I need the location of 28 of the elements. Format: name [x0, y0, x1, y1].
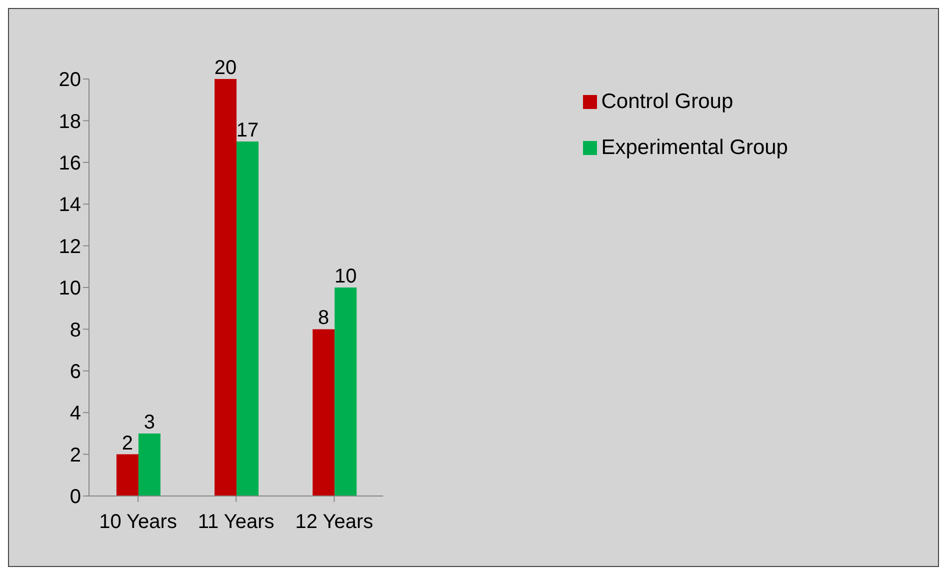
- y-tick-label: 14: [58, 194, 81, 216]
- y-tick-label: 0: [70, 486, 81, 508]
- legend-label: Control Group: [601, 90, 734, 113]
- bar: [138, 433, 160, 496]
- bar: [312, 329, 335, 496]
- data-label: 20: [214, 57, 237, 79]
- y-tick-label: 4: [70, 402, 81, 425]
- data-label: 3: [144, 411, 156, 434]
- y-tick-label: 18: [58, 110, 81, 133]
- data-label: 10: [334, 266, 357, 288]
- data-label: 17: [236, 120, 259, 142]
- y-tick-label: 6: [70, 361, 81, 383]
- y-tick-label: 2: [70, 444, 81, 466]
- x-tick-label: 12 Years: [295, 511, 374, 534]
- x-tick-label: 10 Years: [99, 511, 177, 534]
- data-label: 2: [122, 432, 134, 454]
- legend-label: Experimental Group: [601, 136, 788, 159]
- bar: [214, 79, 237, 496]
- y-tick-label: 20: [58, 69, 81, 92]
- bar: [236, 142, 259, 496]
- bar: [334, 288, 357, 496]
- y-tick-label: 10: [58, 278, 81, 300]
- y-tick-label: 8: [70, 319, 81, 342]
- data-label: 8: [318, 307, 330, 330]
- y-tick-label: 16: [58, 152, 81, 174]
- x-tick-label: 11 Years: [198, 511, 274, 534]
- bar: [116, 454, 138, 496]
- y-tick-label: 12: [58, 236, 81, 258]
